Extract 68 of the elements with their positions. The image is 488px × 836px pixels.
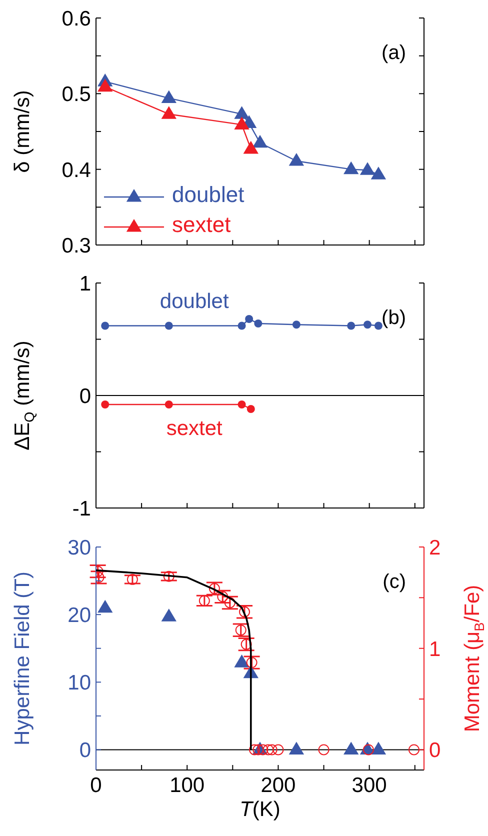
point [254,320,262,328]
point [164,322,173,330]
point [98,600,113,613]
point [245,315,254,323]
point [266,744,278,756]
legend-label: sextet [172,212,231,238]
series-label: sextet [166,416,223,440]
series-label: doublet [160,290,229,313]
y-tick-label: 0 [79,384,91,408]
y-tick-label: 0.4 [62,158,92,182]
point [161,90,176,104]
point [408,744,420,756]
point [234,116,250,130]
point [164,400,173,408]
point [344,742,359,755]
y2-tick-label: 2 [429,536,441,560]
point [246,405,255,413]
annotation: (c) [382,571,406,594]
x-tick-label: 200 [260,774,296,797]
y-tick-label: 0 [79,739,91,762]
point [347,322,356,330]
point [101,322,110,330]
y-tick-label: 0.3 [62,234,91,258]
point [360,162,376,175]
y-tick-label: 30 [68,536,91,560]
point [318,744,330,756]
point [238,322,246,330]
y-tick-label: -1 [72,497,91,520]
point [246,657,258,668]
point [224,597,236,608]
y2-tick-label: 0 [429,739,441,762]
x-axis-title: T(K) [240,798,280,821]
y2-tick-label: 1 [429,638,441,661]
y-tick-label: 20 [68,604,91,628]
point [163,570,174,582]
point [364,320,372,329]
y-tick-label: 0.5 [62,83,91,106]
y-tick-label: 0.6 [62,7,91,30]
point [98,78,113,92]
point [374,322,382,330]
point [234,106,250,119]
y-axis-title: δ (mm/s) [10,90,34,173]
point [161,608,176,622]
annotation: (b) [382,307,406,330]
point [362,744,374,756]
point [288,742,304,755]
point [239,606,250,618]
point [370,166,386,180]
point [101,400,110,408]
point [217,591,228,602]
point [238,400,246,408]
point [344,161,359,174]
point [243,140,258,154]
point [262,744,274,756]
y-tick-label: 10 [68,672,91,695]
x-tick-label: 300 [352,774,387,797]
point [126,574,138,585]
point [234,654,250,668]
point [292,320,300,329]
x-tick-label: 100 [170,774,205,797]
point [272,744,284,756]
legend-label: doublet [172,182,244,208]
point [161,106,176,119]
y-tick-label: 1 [79,272,91,296]
point [288,153,304,166]
y-axis-title: Hyperfine Field (T) [10,572,34,746]
point [252,134,268,148]
annotation: (a) [382,42,406,65]
